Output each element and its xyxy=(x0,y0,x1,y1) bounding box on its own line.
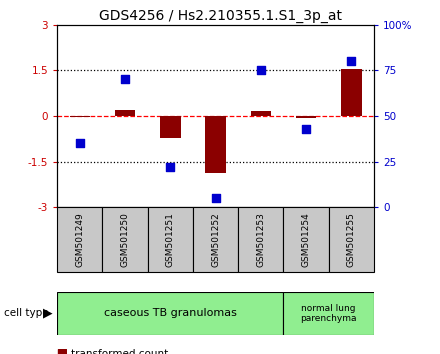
Bar xyxy=(115,110,135,116)
Text: transformed count: transformed count xyxy=(71,349,169,354)
Bar xyxy=(329,207,374,272)
Bar xyxy=(341,69,362,116)
Point xyxy=(212,195,219,201)
Text: GDS4256 / Hs2.210355.1.S1_3p_at: GDS4256 / Hs2.210355.1.S1_3p_at xyxy=(99,9,341,23)
Bar xyxy=(283,207,329,272)
Bar xyxy=(160,116,180,138)
Bar xyxy=(193,207,238,272)
Text: GSM501253: GSM501253 xyxy=(257,212,265,267)
Text: GSM501251: GSM501251 xyxy=(166,212,175,267)
Bar xyxy=(57,207,103,272)
Bar xyxy=(103,207,148,272)
Point xyxy=(303,126,310,132)
Text: caseous TB granulomas: caseous TB granulomas xyxy=(104,308,237,318)
Point xyxy=(257,68,264,73)
Bar xyxy=(148,207,193,272)
Text: ▶: ▶ xyxy=(43,307,52,320)
Text: GSM501254: GSM501254 xyxy=(301,212,311,267)
Point xyxy=(167,164,174,170)
Bar xyxy=(238,207,283,272)
Point xyxy=(348,58,355,64)
Text: normal lung
parenchyma: normal lung parenchyma xyxy=(301,304,357,323)
Point xyxy=(121,77,128,82)
Text: GSM501255: GSM501255 xyxy=(347,212,356,267)
Bar xyxy=(70,116,90,118)
Point xyxy=(76,141,83,146)
Text: GSM501250: GSM501250 xyxy=(121,212,130,267)
Bar xyxy=(283,292,374,335)
Bar xyxy=(205,116,226,173)
Text: GSM501249: GSM501249 xyxy=(75,212,84,267)
Bar xyxy=(57,292,283,335)
Text: GSM501252: GSM501252 xyxy=(211,212,220,267)
Bar xyxy=(296,116,316,118)
Text: cell type: cell type xyxy=(4,308,49,318)
Bar xyxy=(251,111,271,116)
